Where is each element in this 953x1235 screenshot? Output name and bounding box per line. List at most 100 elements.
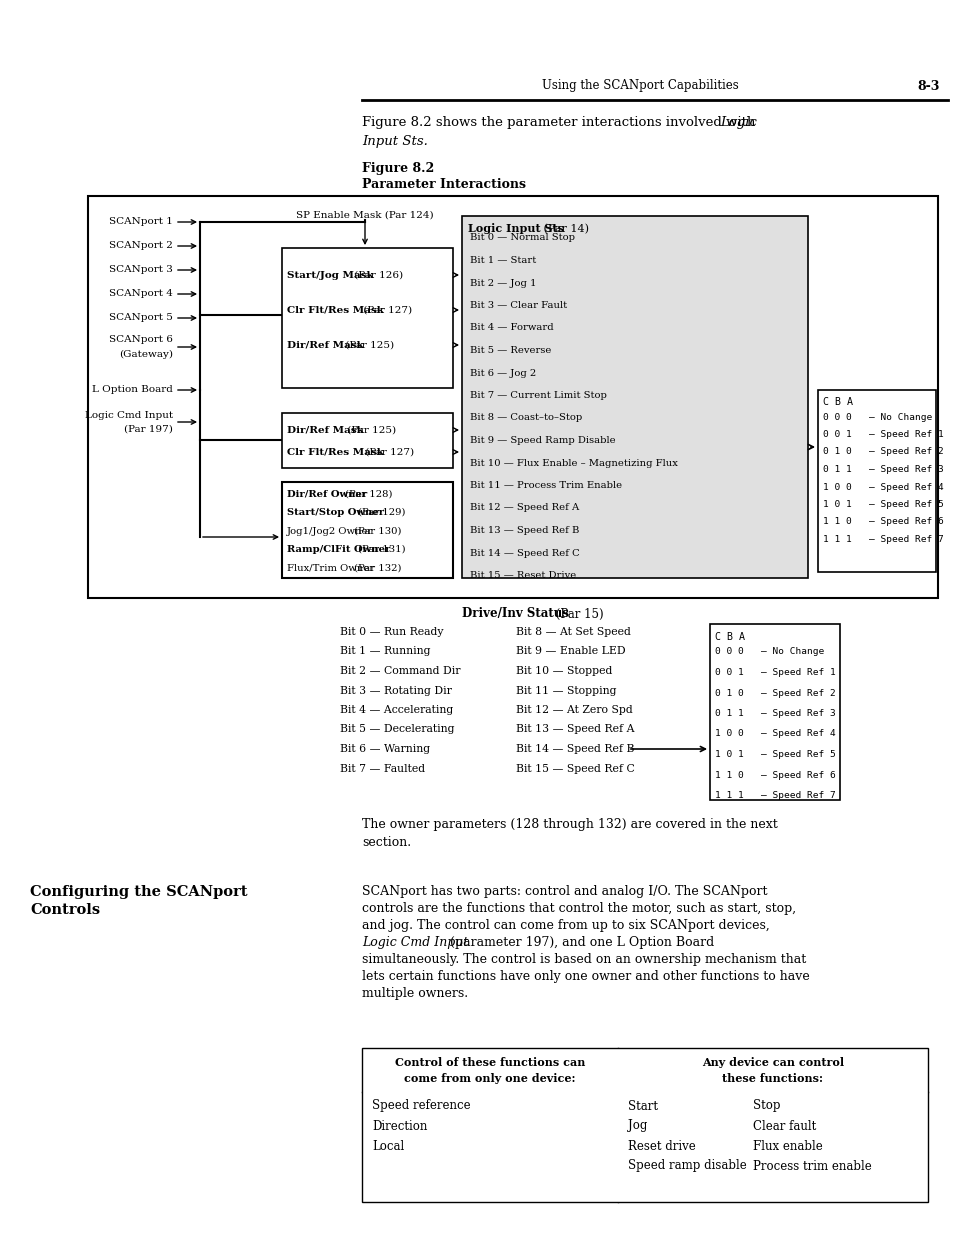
Text: and jog. The control can come from up to six SCANport devices,: and jog. The control can come from up to… — [361, 919, 769, 932]
Text: Drive/Inv Status: Drive/Inv Status — [461, 608, 568, 620]
Text: 0 0 1   — Speed Ref 1: 0 0 1 — Speed Ref 1 — [714, 668, 835, 677]
Text: (Par 128): (Par 128) — [342, 489, 393, 499]
Text: 1 0 0   — Speed Ref 4: 1 0 0 — Speed Ref 4 — [822, 483, 943, 492]
Text: controls are the functions that control the motor, such as start, stop,: controls are the functions that control … — [361, 902, 796, 915]
Text: 1 1 1   — Speed Ref 7: 1 1 1 — Speed Ref 7 — [822, 535, 943, 543]
Text: 1 1 0   — Speed Ref 6: 1 1 0 — Speed Ref 6 — [822, 517, 943, 526]
Text: Using the SCANport Capabilities: Using the SCANport Capabilities — [541, 79, 738, 93]
Text: Speed ramp disable: Speed ramp disable — [627, 1160, 746, 1172]
Bar — [709, 624, 840, 800]
Text: Logic: Logic — [720, 116, 756, 128]
Text: 1 0 0   — Speed Ref 4: 1 0 0 — Speed Ref 4 — [714, 730, 835, 739]
Text: (Par 129): (Par 129) — [355, 508, 405, 517]
Text: Local: Local — [372, 1140, 404, 1152]
Text: 0 1 1   — Speed Ref 3: 0 1 1 — Speed Ref 3 — [714, 709, 835, 718]
Bar — [282, 482, 453, 578]
Text: Start/Jog Mask: Start/Jog Mask — [287, 270, 374, 279]
Text: Bit 3 — Clear Fault: Bit 3 — Clear Fault — [470, 301, 566, 310]
Text: simultaneously. The control is based on an ownership mechanism that: simultaneously. The control is based on … — [361, 953, 805, 966]
Text: (parameter 197), and one L Option Board: (parameter 197), and one L Option Board — [446, 936, 714, 948]
Text: (Par 130): (Par 130) — [351, 526, 401, 536]
Text: Bit 11 — Process Trim Enable: Bit 11 — Process Trim Enable — [470, 480, 621, 490]
Text: SCANport 1: SCANport 1 — [109, 217, 172, 226]
Text: 1 0 1   — Speed Ref 5: 1 0 1 — Speed Ref 5 — [822, 500, 943, 509]
Bar — [282, 248, 453, 388]
Text: Bit 13 — Speed Ref B: Bit 13 — Speed Ref B — [470, 526, 578, 535]
Text: Bit 7 — Faulted: Bit 7 — Faulted — [339, 763, 425, 773]
Text: 0 0 0   — No Change: 0 0 0 — No Change — [822, 412, 931, 421]
Text: C B A: C B A — [714, 632, 744, 642]
Text: Flux/Trim Owner: Flux/Trim Owner — [287, 563, 374, 573]
Text: Configuring the SCANport: Configuring the SCANport — [30, 885, 247, 899]
Text: SCANport 4: SCANport 4 — [109, 289, 172, 299]
Text: Clear fault: Clear fault — [752, 1119, 816, 1132]
Text: lets certain functions have only one owner and other functions to have: lets certain functions have only one own… — [361, 969, 809, 983]
Bar — [282, 412, 453, 468]
Text: multiple owners.: multiple owners. — [361, 987, 468, 1000]
Text: The owner parameters (128 through 132) are covered in the next: The owner parameters (128 through 132) a… — [361, 818, 777, 831]
Text: Process trim enable: Process trim enable — [752, 1160, 871, 1172]
Text: Bit 1 — Start: Bit 1 — Start — [470, 256, 536, 266]
Text: 0 1 0   — Speed Ref 2: 0 1 0 — Speed Ref 2 — [822, 447, 943, 457]
Text: Figure 8.2: Figure 8.2 — [361, 162, 434, 175]
Text: C B A: C B A — [822, 396, 852, 408]
Text: Bit 0 — Run Ready: Bit 0 — Run Ready — [339, 627, 443, 637]
Text: Bit 9 — Speed Ramp Disable: Bit 9 — Speed Ramp Disable — [470, 436, 615, 445]
Text: Bit 4 — Forward: Bit 4 — Forward — [470, 324, 553, 332]
Text: Bit 0 — Normal Stop: Bit 0 — Normal Stop — [470, 233, 575, 242]
Text: (Par 14): (Par 14) — [539, 224, 588, 235]
Text: Bit 2 — Command Dir: Bit 2 — Command Dir — [339, 666, 460, 676]
Bar — [461, 216, 807, 578]
Text: Bit 10 — Stopped: Bit 10 — Stopped — [516, 666, 612, 676]
Text: (Par 15): (Par 15) — [552, 608, 603, 620]
Text: Flux enable: Flux enable — [752, 1140, 821, 1152]
Text: 1 1 1   — Speed Ref 7: 1 1 1 — Speed Ref 7 — [714, 790, 835, 800]
Text: Logic Cmd Input: Logic Cmd Input — [361, 936, 468, 948]
Text: Reset drive: Reset drive — [627, 1140, 695, 1152]
Bar — [817, 390, 935, 572]
Text: Bit 12 — At Zero Spd: Bit 12 — At Zero Spd — [516, 705, 632, 715]
Text: Bit 11 — Stopping: Bit 11 — Stopping — [516, 685, 616, 695]
Text: (Par 125): (Par 125) — [344, 426, 395, 435]
Text: Speed reference: Speed reference — [372, 1099, 470, 1113]
Text: these functions:: these functions: — [721, 1072, 822, 1083]
Text: SP Enable Mask (Par 124): SP Enable Mask (Par 124) — [295, 210, 434, 220]
Text: Logic Input Sts: Logic Input Sts — [468, 224, 563, 235]
Text: Ramp/ClFit Owner: Ramp/ClFit Owner — [287, 545, 390, 555]
Text: 0 0 1   — Speed Ref 1: 0 0 1 — Speed Ref 1 — [822, 430, 943, 438]
Text: Bit 12 — Speed Ref A: Bit 12 — Speed Ref A — [470, 504, 578, 513]
Text: Start/Stop Owner: Start/Stop Owner — [287, 508, 384, 517]
Text: section.: section. — [361, 836, 411, 848]
Text: Jog: Jog — [627, 1119, 647, 1132]
Text: Bit 14 — Speed Ref C: Bit 14 — Speed Ref C — [470, 548, 579, 557]
Text: SCANport 6: SCANport 6 — [109, 336, 172, 345]
Text: (Gateway): (Gateway) — [119, 350, 172, 358]
Text: SCANport 2: SCANport 2 — [109, 242, 172, 251]
Text: Figure 8.2 shows the parameter interactions involved with: Figure 8.2 shows the parameter interacti… — [361, 116, 759, 128]
Text: 1 0 1   — Speed Ref 5: 1 0 1 — Speed Ref 5 — [714, 750, 835, 760]
Text: SCANport 5: SCANport 5 — [109, 314, 172, 322]
Text: (Par 126): (Par 126) — [351, 270, 402, 279]
Text: (Par 131): (Par 131) — [355, 545, 405, 555]
Text: Logic Cmd Input: Logic Cmd Input — [85, 410, 172, 420]
Text: 0 1 1   — Speed Ref 3: 0 1 1 — Speed Ref 3 — [822, 466, 943, 474]
Text: 1 1 0   — Speed Ref 6: 1 1 0 — Speed Ref 6 — [714, 771, 835, 779]
Text: Bit 6 — Jog 2: Bit 6 — Jog 2 — [470, 368, 536, 378]
Text: Bit 13 — Speed Ref A: Bit 13 — Speed Ref A — [516, 725, 634, 735]
Text: Parameter Interactions: Parameter Interactions — [361, 178, 525, 191]
Text: (Par 197): (Par 197) — [124, 425, 172, 433]
Text: Bit 1 — Running: Bit 1 — Running — [339, 646, 430, 657]
Text: (Par 125): (Par 125) — [341, 341, 394, 350]
Text: Dir/Ref Owner: Dir/Ref Owner — [287, 489, 367, 499]
Text: Jog1/Jog2 Owner: Jog1/Jog2 Owner — [287, 526, 373, 536]
Text: Bit 2 — Jog 1: Bit 2 — Jog 1 — [470, 279, 536, 288]
Text: Bit 7 — Current Limit Stop: Bit 7 — Current Limit Stop — [470, 391, 606, 400]
Text: Bit 5 — Reverse: Bit 5 — Reverse — [470, 346, 551, 354]
Text: 0 0 0   — No Change: 0 0 0 — No Change — [714, 647, 823, 657]
Text: (Par 132): (Par 132) — [351, 563, 401, 573]
Text: L Option Board: L Option Board — [92, 385, 172, 394]
Text: Bit 5 — Decelerating: Bit 5 — Decelerating — [339, 725, 454, 735]
Text: Bit 9 — Enable LED: Bit 9 — Enable LED — [516, 646, 625, 657]
Text: Direction: Direction — [372, 1119, 427, 1132]
Text: Any device can control: Any device can control — [701, 1056, 843, 1067]
